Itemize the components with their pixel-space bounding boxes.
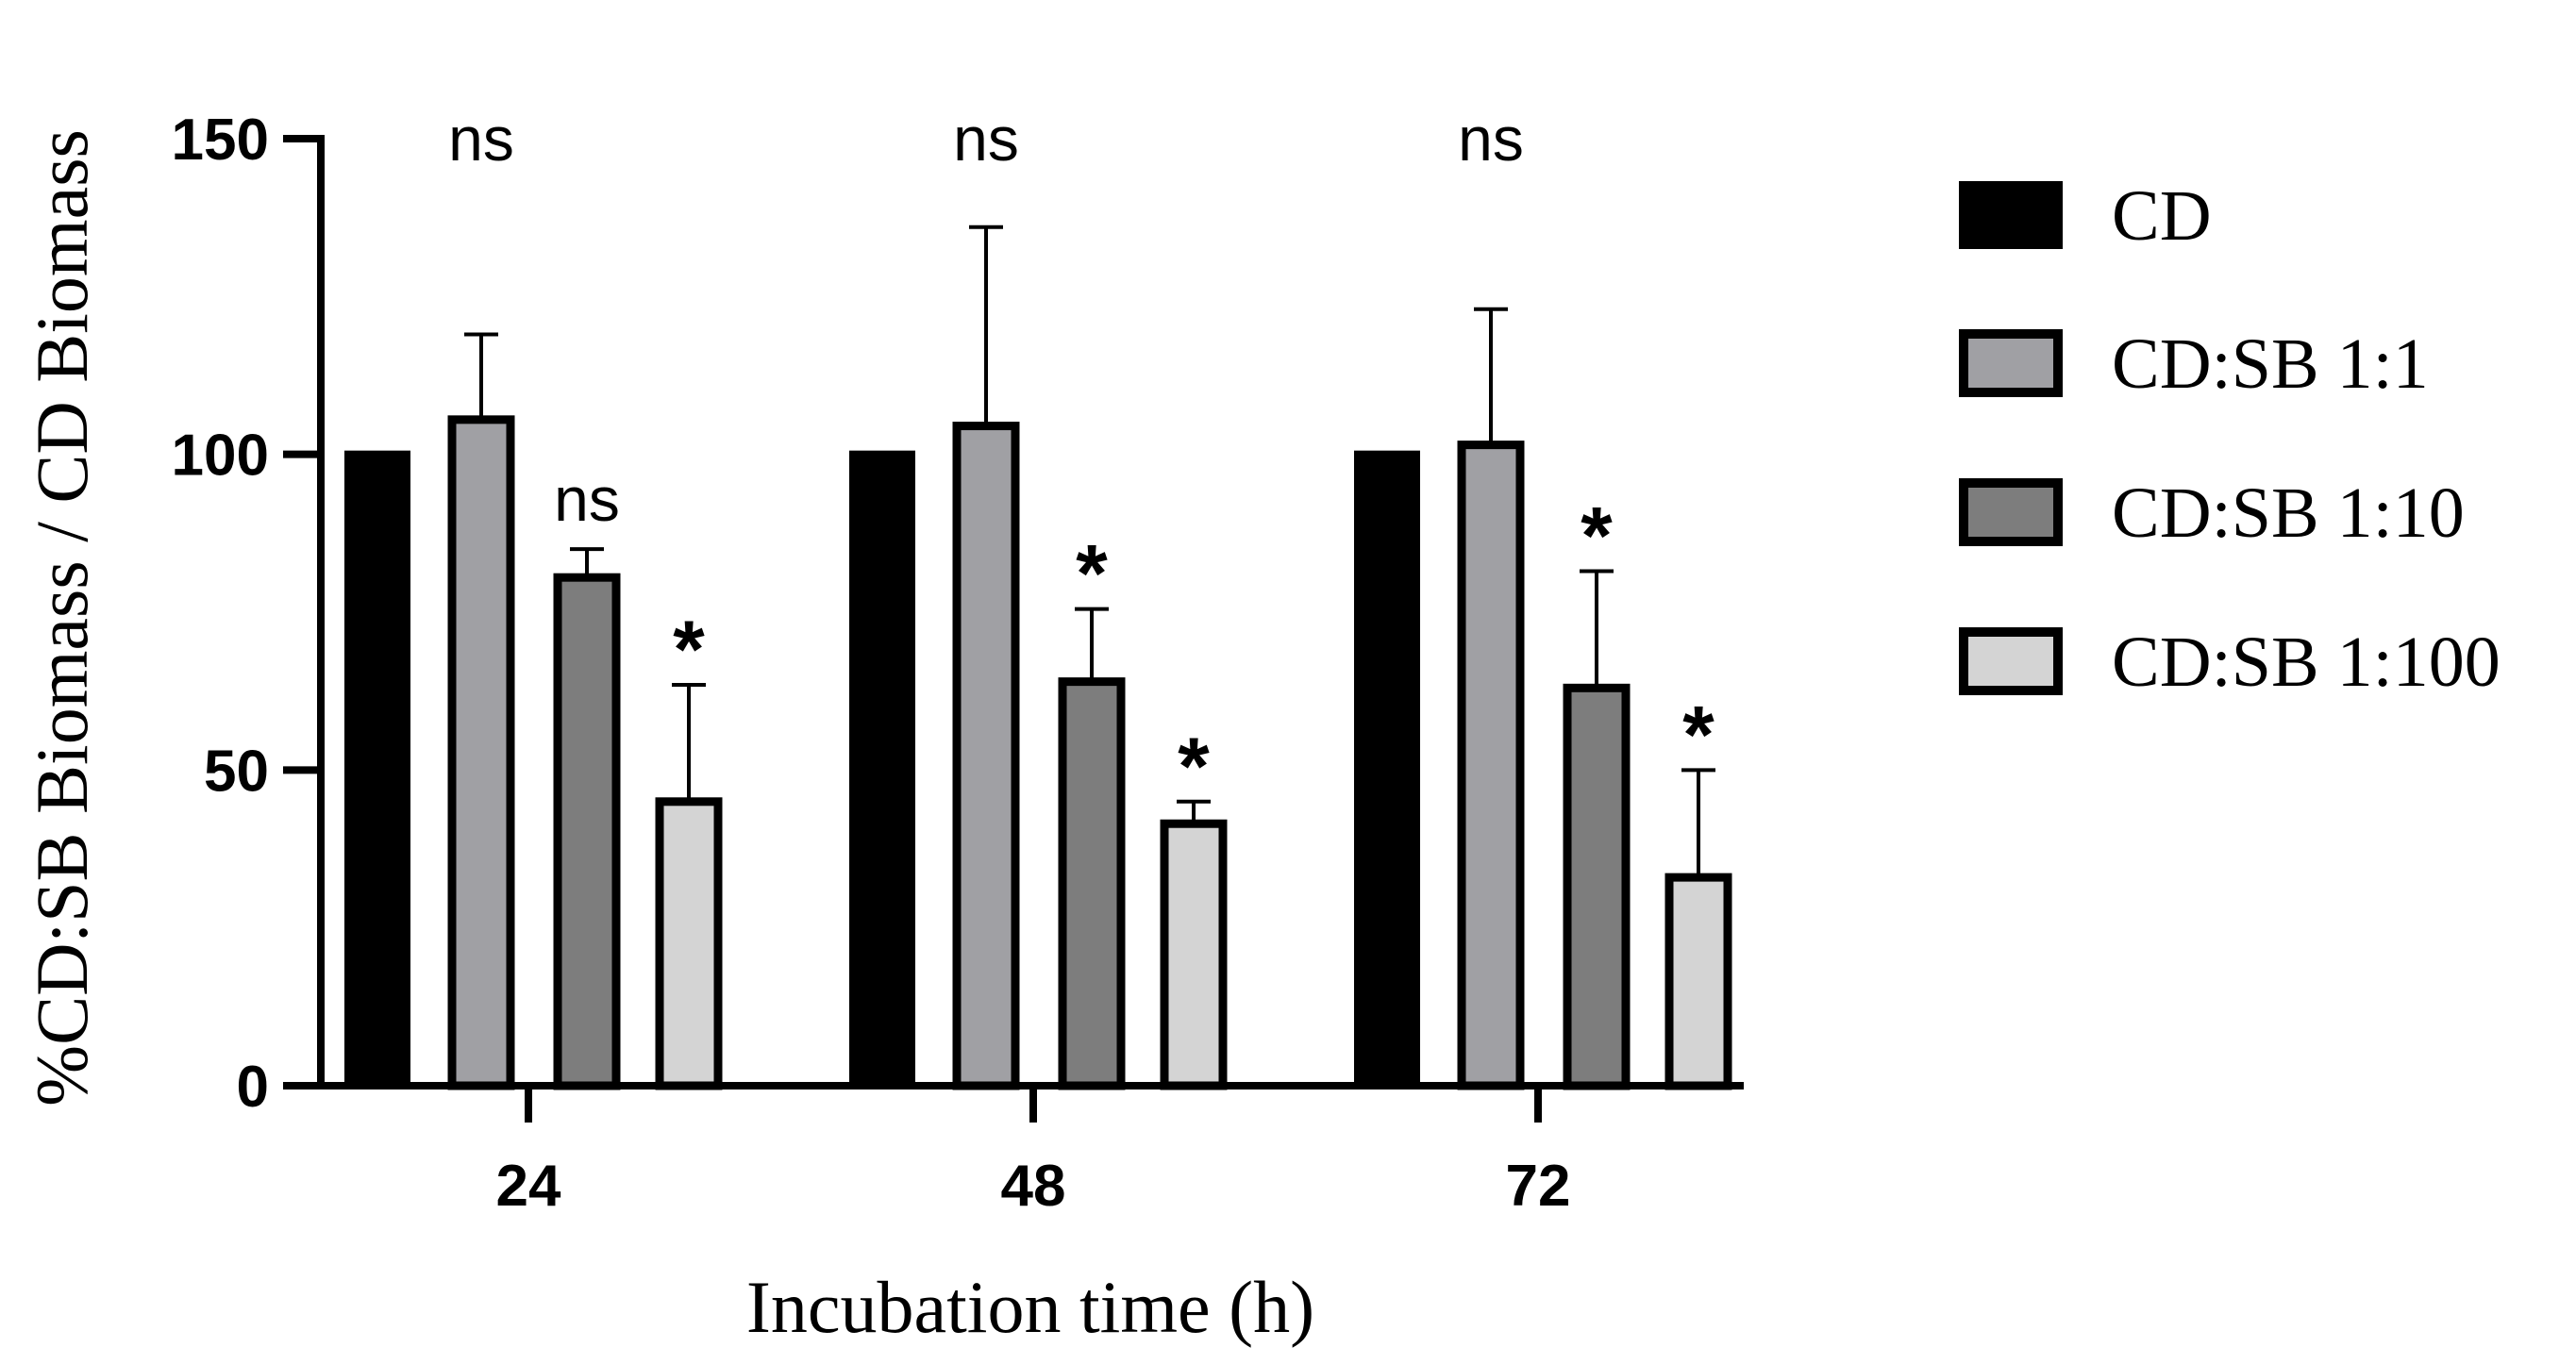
bar-cd-sb-1-10-48	[1058, 677, 1126, 1090]
bar-cd-72	[1354, 450, 1420, 1087]
legend-item: CD:SB 1:10	[1959, 474, 2465, 553]
axes-layer	[283, 135, 1744, 1123]
legend-label: CD	[2112, 176, 2212, 256]
legend-label: CD:SB 1:10	[2112, 474, 2465, 553]
legend-swatch	[1959, 181, 2063, 249]
significance-label: ns	[953, 104, 1019, 174]
significance-label: *	[1682, 690, 1715, 780]
legend-item: CD	[1959, 176, 2212, 256]
bar-cd-sb-1-1-24	[447, 415, 515, 1090]
bar-cd-sb-1-10-72	[1563, 683, 1631, 1090]
y-tick-label: 150	[172, 108, 269, 173]
legend-label: CD:SB 1:100	[2112, 623, 2501, 702]
bar-cd-sb-1-1-72	[1457, 441, 1525, 1090]
legend-swatch	[1959, 329, 2063, 397]
x-axis-title: Incubation time (h)	[746, 1266, 1314, 1348]
significance-label: ns	[1458, 104, 1524, 174]
bar-cd-24	[344, 450, 410, 1087]
bar-cd-48	[849, 450, 915, 1087]
y-axis-title: %CD:SB Biomass / CD Biomass	[21, 129, 103, 1106]
x-tick-label: 48	[1001, 1154, 1066, 1219]
y-tick-label: 100	[172, 424, 269, 489]
y-tick-label: 0	[237, 1055, 269, 1120]
legend-label: CD:SB 1:1	[2112, 324, 2429, 404]
significance-label: ns	[554, 464, 620, 534]
legend: CD CD:SB 1:1 CD:SB 1:10 CD:SB 1:100	[1959, 176, 2501, 702]
significance-label: ns	[448, 104, 514, 174]
bar-cd-sb-1-100-24	[655, 797, 723, 1090]
bar-cd-sb-1-100-48	[1160, 819, 1228, 1090]
legend-item: CD:SB 1:100	[1959, 623, 2501, 702]
significance-label: *	[1076, 529, 1108, 620]
y-tick-label: 50	[204, 739, 269, 804]
bar-cd-sb-1-100-72	[1664, 873, 1732, 1090]
x-tick-label: 24	[496, 1154, 561, 1219]
significance-label: *	[1178, 722, 1210, 812]
bar-cd-sb-1-10-24	[553, 573, 621, 1090]
legend-swatch	[1959, 627, 2063, 695]
significance-label: *	[1581, 491, 1613, 581]
legend-item: CD:SB 1:1	[1959, 324, 2429, 404]
bar-cd-sb-1-1-48	[952, 422, 1020, 1090]
legend-swatch	[1959, 478, 2063, 546]
bars-layer	[344, 225, 1732, 1090]
labels-layer: 0 50 100 150 24 48 72 ns ns ns ns * * * * *	[172, 104, 1715, 1219]
significance-label: *	[673, 605, 705, 695]
x-tick-label: 72	[1506, 1154, 1571, 1219]
